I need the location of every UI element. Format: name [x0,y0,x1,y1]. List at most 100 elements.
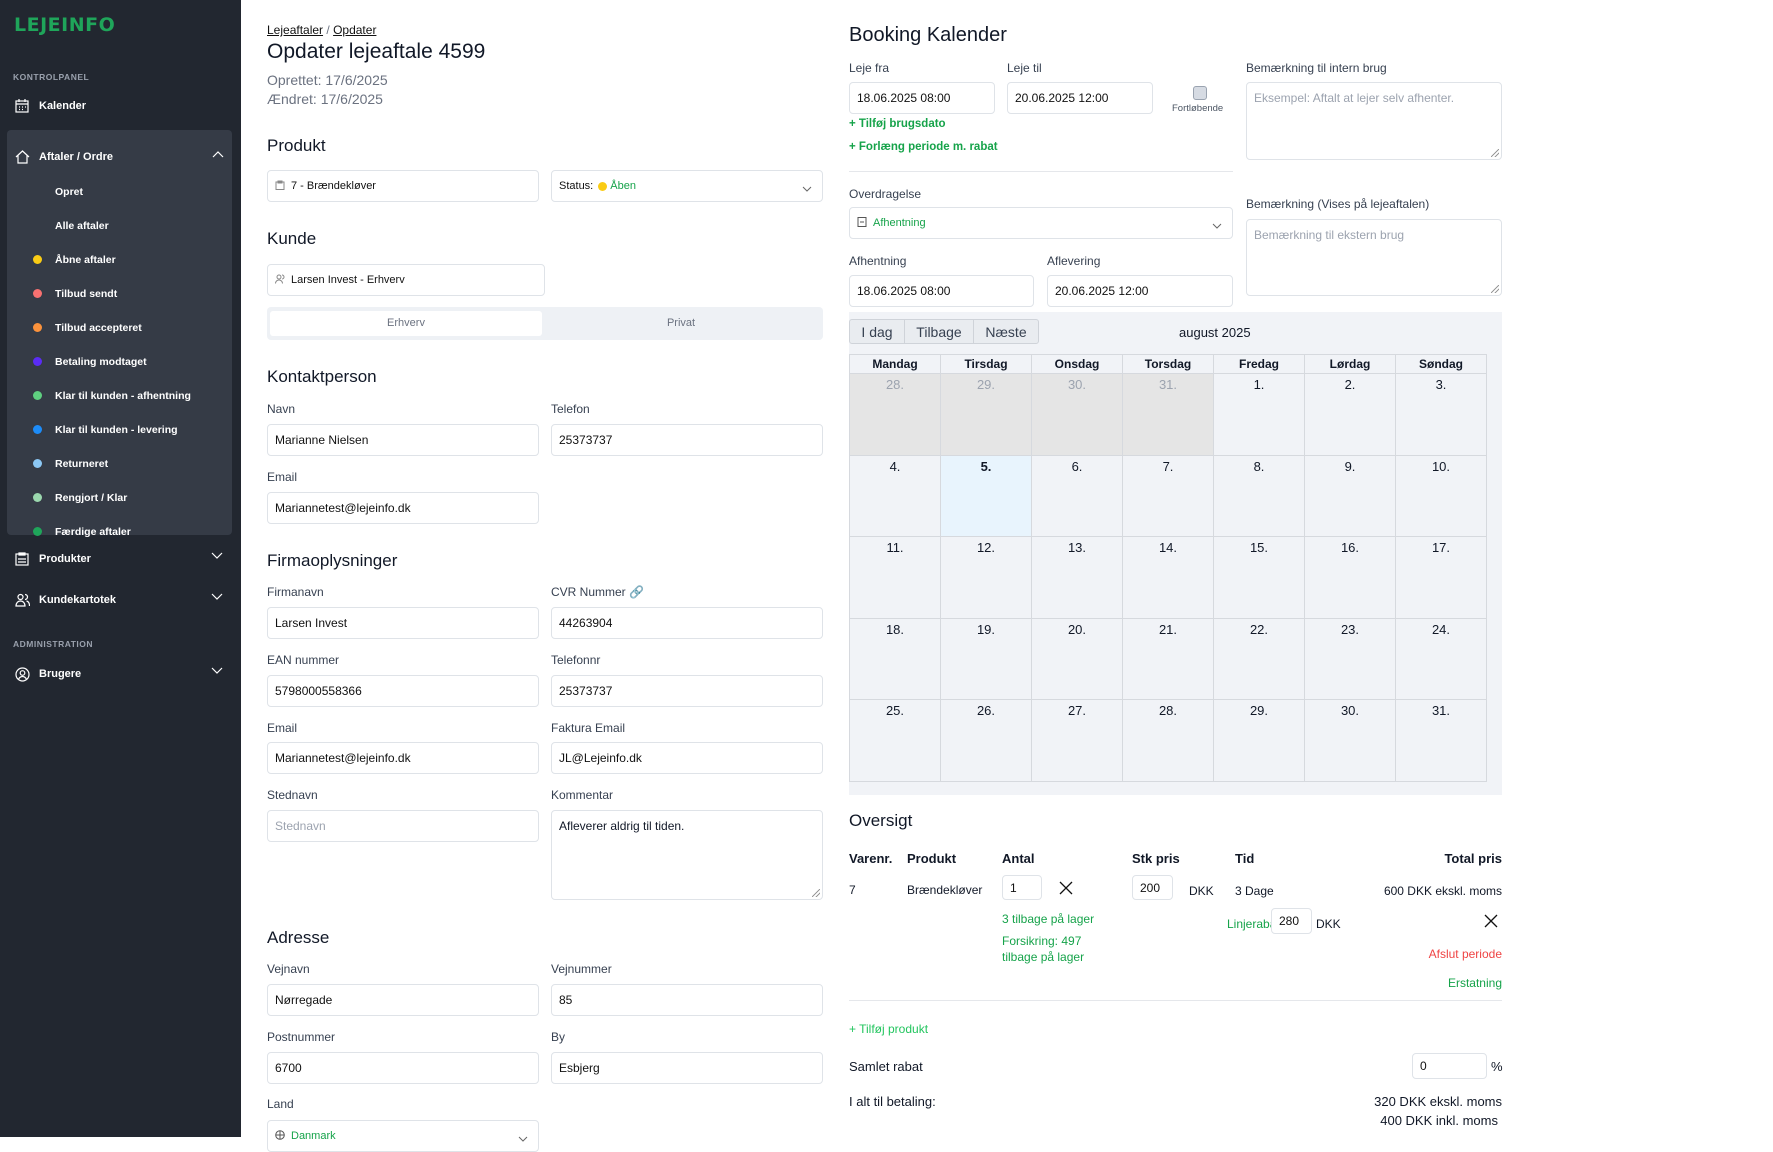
quantity-input[interactable]: 1 [1002,875,1042,900]
calendar-day[interactable]: 13. [1031,536,1123,619]
sidebar-subitem[interactable]: Returneret [33,456,108,472]
product-select[interactable]: 7 - Brændekløver [267,170,539,202]
sidebar-subitem[interactable]: Klar til kunden - afhentning [33,388,191,404]
calendar-day[interactable]: 30. [1304,699,1396,782]
calendar-day[interactable]: 31. [1395,699,1487,782]
unit-price-input[interactable]: 200 [1132,875,1173,900]
cvr-input[interactable]: 44263904 [551,607,823,639]
remove-discount-icon[interactable] [1483,913,1499,929]
calendar-day[interactable]: 3. [1395,373,1487,456]
calendar-day[interactable]: 17. [1395,536,1487,619]
calendar-day[interactable]: 12. [940,536,1032,619]
calendar-day[interactable]: 20. [1031,617,1123,700]
handover-select[interactable]: Afhentning [849,207,1233,239]
calendar-day[interactable]: 11. [849,536,941,619]
calendar-day[interactable]: 10. [1395,454,1487,537]
comment-textarea[interactable]: Afleverer aldrig til tiden. [551,810,823,900]
chevron-up-icon[interactable] [212,149,224,161]
sidebar-subitem[interactable]: Åbne aftaler [33,252,116,268]
fortlobende-checkbox[interactable] [1193,86,1207,100]
street-input[interactable]: Nørregade [267,984,539,1016]
city-input[interactable]: Esbjerg [551,1052,823,1084]
resize-handle[interactable] [1491,285,1499,293]
invoice-email-input[interactable]: JL@Lejeinfo.dk [551,742,823,774]
stednavn-input[interactable]: Stednavn [267,810,539,842]
rent-to-input[interactable]: 20.06.2025 12:00 [1007,82,1153,114]
calendar-day[interactable]: 25. [849,699,941,782]
intern-note-textarea[interactable]: Eksempel: Aftalt at lejer selv afhenter. [1246,82,1502,160]
next-button[interactable]: Næste [973,319,1039,344]
calendar-day[interactable]: 5. [940,454,1032,537]
sidebar-item-brugere[interactable]: Brugere [14,662,231,686]
sidebar-item-kalender[interactable]: Kalender [14,94,231,118]
calendar-day[interactable]: 31. [1122,373,1214,456]
company-phone-input[interactable]: 25373737 [551,675,823,707]
company-name-input[interactable]: Larsen Invest [267,607,539,639]
status-select[interactable]: Status: Åben [551,170,823,202]
sidebar-item-kundekartotek[interactable]: Kundekartotek [14,588,231,612]
calendar-day[interactable]: 27. [1031,699,1123,782]
calendar-day[interactable]: 18. [849,617,941,700]
resize-handle[interactable] [812,889,820,897]
calendar-day[interactable]: 16. [1304,536,1396,619]
extend-period-link[interactable]: + Forlæng periode m. rabat [849,141,998,153]
end-period-link[interactable]: Afslut periode [1428,947,1502,961]
chevron-down-icon[interactable] [211,592,223,604]
back-button[interactable]: Tilbage [904,319,974,344]
sidebar-subitem[interactable]: Tilbud sendt [33,286,117,302]
sidebar-subitem[interactable]: Rengjort / Klar [33,490,127,506]
contact-phone-input[interactable]: 25373737 [551,424,823,456]
calendar-day[interactable]: 29. [940,373,1032,456]
calendar-day[interactable]: 29. [1213,699,1305,782]
calendar-day[interactable]: 1. [1213,373,1305,456]
total-discount-input[interactable]: 0 [1412,1053,1487,1079]
sidebar-subitem[interactable]: Betaling modtaget [33,354,147,370]
today-button[interactable]: I dag [849,319,905,344]
line-discount-input[interactable]: 280 [1271,908,1312,934]
company-email-input[interactable]: Mariannetest@lejeinfo.dk [267,742,539,774]
remove-product-icon[interactable] [1058,880,1074,896]
return-input[interactable]: 20.06.2025 12:00 [1047,275,1233,307]
tab-privat[interactable]: Privat [666,317,696,329]
calendar-day[interactable]: 24. [1395,617,1487,700]
calendar-day[interactable]: 22. [1213,617,1305,700]
add-product-link[interactable]: + Tilføj produkt [849,1022,929,1036]
sidebar-item-aftaler[interactable]: Aftaler / Ordre [14,145,232,169]
calendar-day[interactable]: 28. [849,373,941,456]
calendar-day[interactable]: 15. [1213,536,1305,619]
calendar-day[interactable]: 2. [1304,373,1396,456]
calendar-day[interactable]: 6. [1031,454,1123,537]
replacement-link[interactable]: Erstatning [1447,976,1502,990]
calendar-day[interactable]: 23. [1304,617,1396,700]
breadcrumb-opdater[interactable]: Opdater [333,23,377,37]
contact-name-input[interactable]: Marianne Nielsen [267,424,539,456]
sidebar-subitem[interactable]: Klar til kunden - levering [33,422,178,438]
calendar-day[interactable]: 30. [1031,373,1123,456]
contact-email-input[interactable]: Mariannetest@lejeinfo.dk [267,492,539,524]
calendar-day[interactable]: 4. [849,454,941,537]
breadcrumb-lejeaftaler[interactable]: Lejeaftaler [267,23,324,37]
customer-select[interactable]: Larsen Invest - Erhverv [267,264,545,296]
add-usage-date-link[interactable]: + Tilføj brugsdato [849,118,946,130]
chevron-down-icon[interactable] [211,666,223,678]
calendar-day[interactable]: 21. [1122,617,1214,700]
sidebar-subitem[interactable]: Alle aftaler [55,218,109,234]
country-select[interactable]: Danmark [267,1120,539,1152]
extern-note-textarea[interactable]: Bemærkning til ekstern brug [1246,219,1502,296]
calendar-day[interactable]: 7. [1122,454,1214,537]
sidebar-subitem[interactable]: Færdige aftaler [33,524,131,540]
calendar-day[interactable]: 26. [940,699,1032,782]
zip-input[interactable]: 6700 [267,1052,539,1084]
sidebar-subitem[interactable]: Tilbud accepteret [33,320,142,336]
sidebar-item-produkter[interactable]: Produkter [14,547,231,571]
calendar-day[interactable]: 28. [1122,699,1214,782]
chevron-down-icon[interactable] [211,551,223,563]
link-icon[interactable]: 🔗 [629,585,644,599]
resize-handle[interactable] [1491,149,1499,157]
calendar-day[interactable]: 9. [1304,454,1396,537]
pickup-input[interactable]: 18.06.2025 08:00 [849,275,1034,307]
street-number-input[interactable]: 85 [551,984,823,1016]
sidebar-subitem[interactable]: Opret [55,184,83,200]
rent-from-input[interactable]: 18.06.2025 08:00 [849,82,995,114]
calendar-day[interactable]: 19. [940,617,1032,700]
